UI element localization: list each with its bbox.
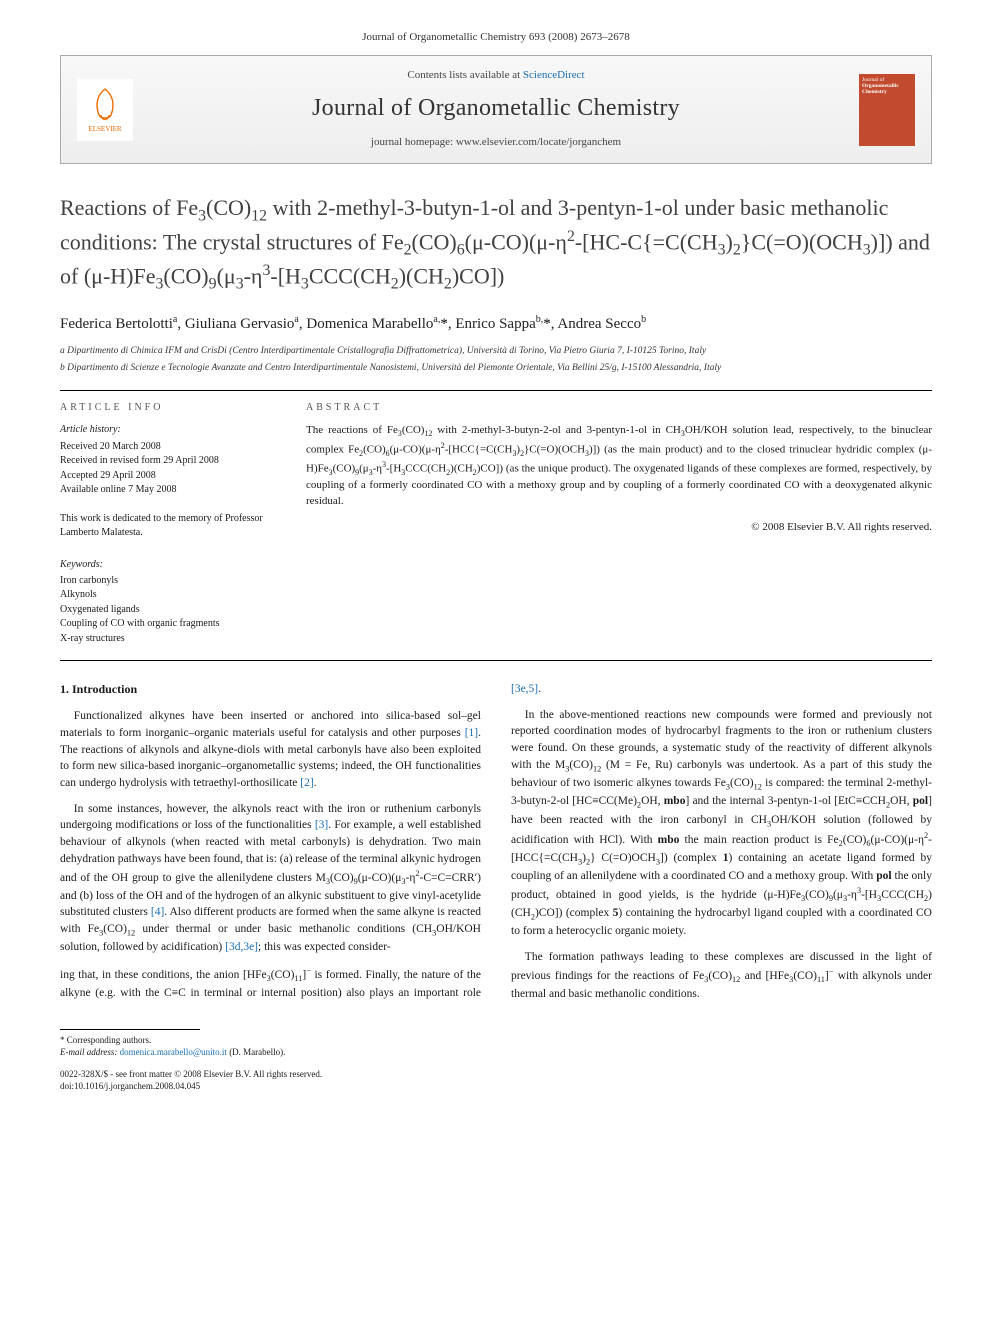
body-para: In some instances, however, the alkynols…	[60, 801, 481, 956]
keyword: Coupling of CO with organic fragments	[60, 617, 270, 632]
email-tail: (D. Marabello).	[229, 1047, 285, 1057]
homepage-url[interactable]: www.elsevier.com/locate/jorganchem	[456, 136, 621, 148]
keyword: Iron carbonyls	[60, 574, 270, 589]
body-text: 1. Introduction Functionalized alkynes h…	[60, 681, 932, 1007]
keyword: Oxygenated ligands	[60, 603, 270, 618]
footer-doi: doi:10.1016/j.jorganchem.2008.04.045	[60, 1081, 932, 1093]
body-para: The formation pathways leading to these …	[511, 949, 932, 1002]
homepage-line: journal homepage: www.elsevier.com/locat…	[151, 135, 841, 150]
history-revised: Received in revised form 29 April 2008	[60, 454, 270, 469]
history-received: Received 20 March 2008	[60, 440, 270, 455]
homepage-prefix: journal homepage:	[371, 136, 456, 148]
abstract-text: The reactions of Fe3(CO)12 with 2-methyl…	[306, 423, 932, 510]
page-footer: 0022-328X/$ - see front matter © 2008 El…	[60, 1069, 932, 1092]
body-para: In the above-mentioned reactions new com…	[511, 707, 932, 940]
article-history: Article history: Received 20 March 2008 …	[60, 423, 270, 498]
divider	[60, 660, 932, 661]
elsevier-logo: ELSEVIER	[77, 79, 133, 141]
authors: Federica Bertolottia, Giuliana Gervasioa…	[60, 313, 932, 335]
article-info-column: ARTICLE INFO Article history: Received 2…	[60, 401, 270, 646]
affiliation-a: a Dipartimento di Chimica IFM and CrisDi…	[60, 345, 932, 357]
contents-line: Contents lists available at ScienceDirec…	[151, 68, 841, 83]
keyword: Alkynols	[60, 588, 270, 603]
journal-name: Journal of Organometallic Chemistry	[151, 92, 841, 126]
article-info-head: ARTICLE INFO	[60, 401, 270, 415]
sciencedirect-link[interactable]: ScienceDirect	[523, 69, 585, 81]
keywords-list: Iron carbonyls Alkynols Oxygenated ligan…	[60, 574, 270, 647]
affiliation-b: b Dipartimento di Scienze e Tecnologie A…	[60, 362, 932, 374]
journal-citation: Journal of Organometallic Chemistry 693 …	[60, 30, 932, 45]
abstract-column: ABSTRACT The reactions of Fe3(CO)12 with…	[306, 401, 932, 646]
cover-line3: Chemistry	[862, 89, 912, 95]
divider	[60, 390, 932, 391]
elsevier-label: ELSEVIER	[88, 125, 121, 135]
history-accepted: Accepted 29 April 2008	[60, 469, 270, 484]
banner-center: Contents lists available at ScienceDirec…	[151, 68, 841, 150]
keyword: X-ray structures	[60, 632, 270, 647]
intro-heading: 1. Introduction	[60, 681, 481, 698]
history-label: Article history:	[60, 423, 270, 438]
email-label: E-mail address:	[60, 1047, 117, 1057]
affiliations: a Dipartimento di Chimica IFM and CrisDi…	[60, 345, 932, 374]
contents-prefix: Contents lists available at	[407, 69, 522, 81]
keywords-label: Keywords:	[60, 558, 270, 572]
dedication: This work is dedicated to the memory of …	[60, 512, 270, 540]
body-para: Functionalized alkynes have been inserte…	[60, 708, 481, 791]
abstract-copyright: © 2008 Elsevier B.V. All rights reserved…	[306, 520, 932, 535]
journal-banner: ELSEVIER Contents lists available at Sci…	[60, 55, 932, 163]
abstract-head: ABSTRACT	[306, 401, 932, 415]
history-online: Available online 7 May 2008	[60, 483, 270, 498]
email-link[interactable]: domenica.marabello@unito.it	[120, 1047, 227, 1057]
article-title: Reactions of Fe3(CO)12 with 2-methyl-3-b…	[60, 194, 932, 296]
journal-cover-thumb: Journal of Organometallic Chemistry	[859, 74, 915, 146]
corresponding-note: * Corresponding authors.	[60, 1034, 932, 1047]
footnote-block: * Corresponding authors. E-mail address:…	[60, 1029, 932, 1059]
footer-line1: 0022-328X/$ - see front matter © 2008 El…	[60, 1069, 932, 1081]
